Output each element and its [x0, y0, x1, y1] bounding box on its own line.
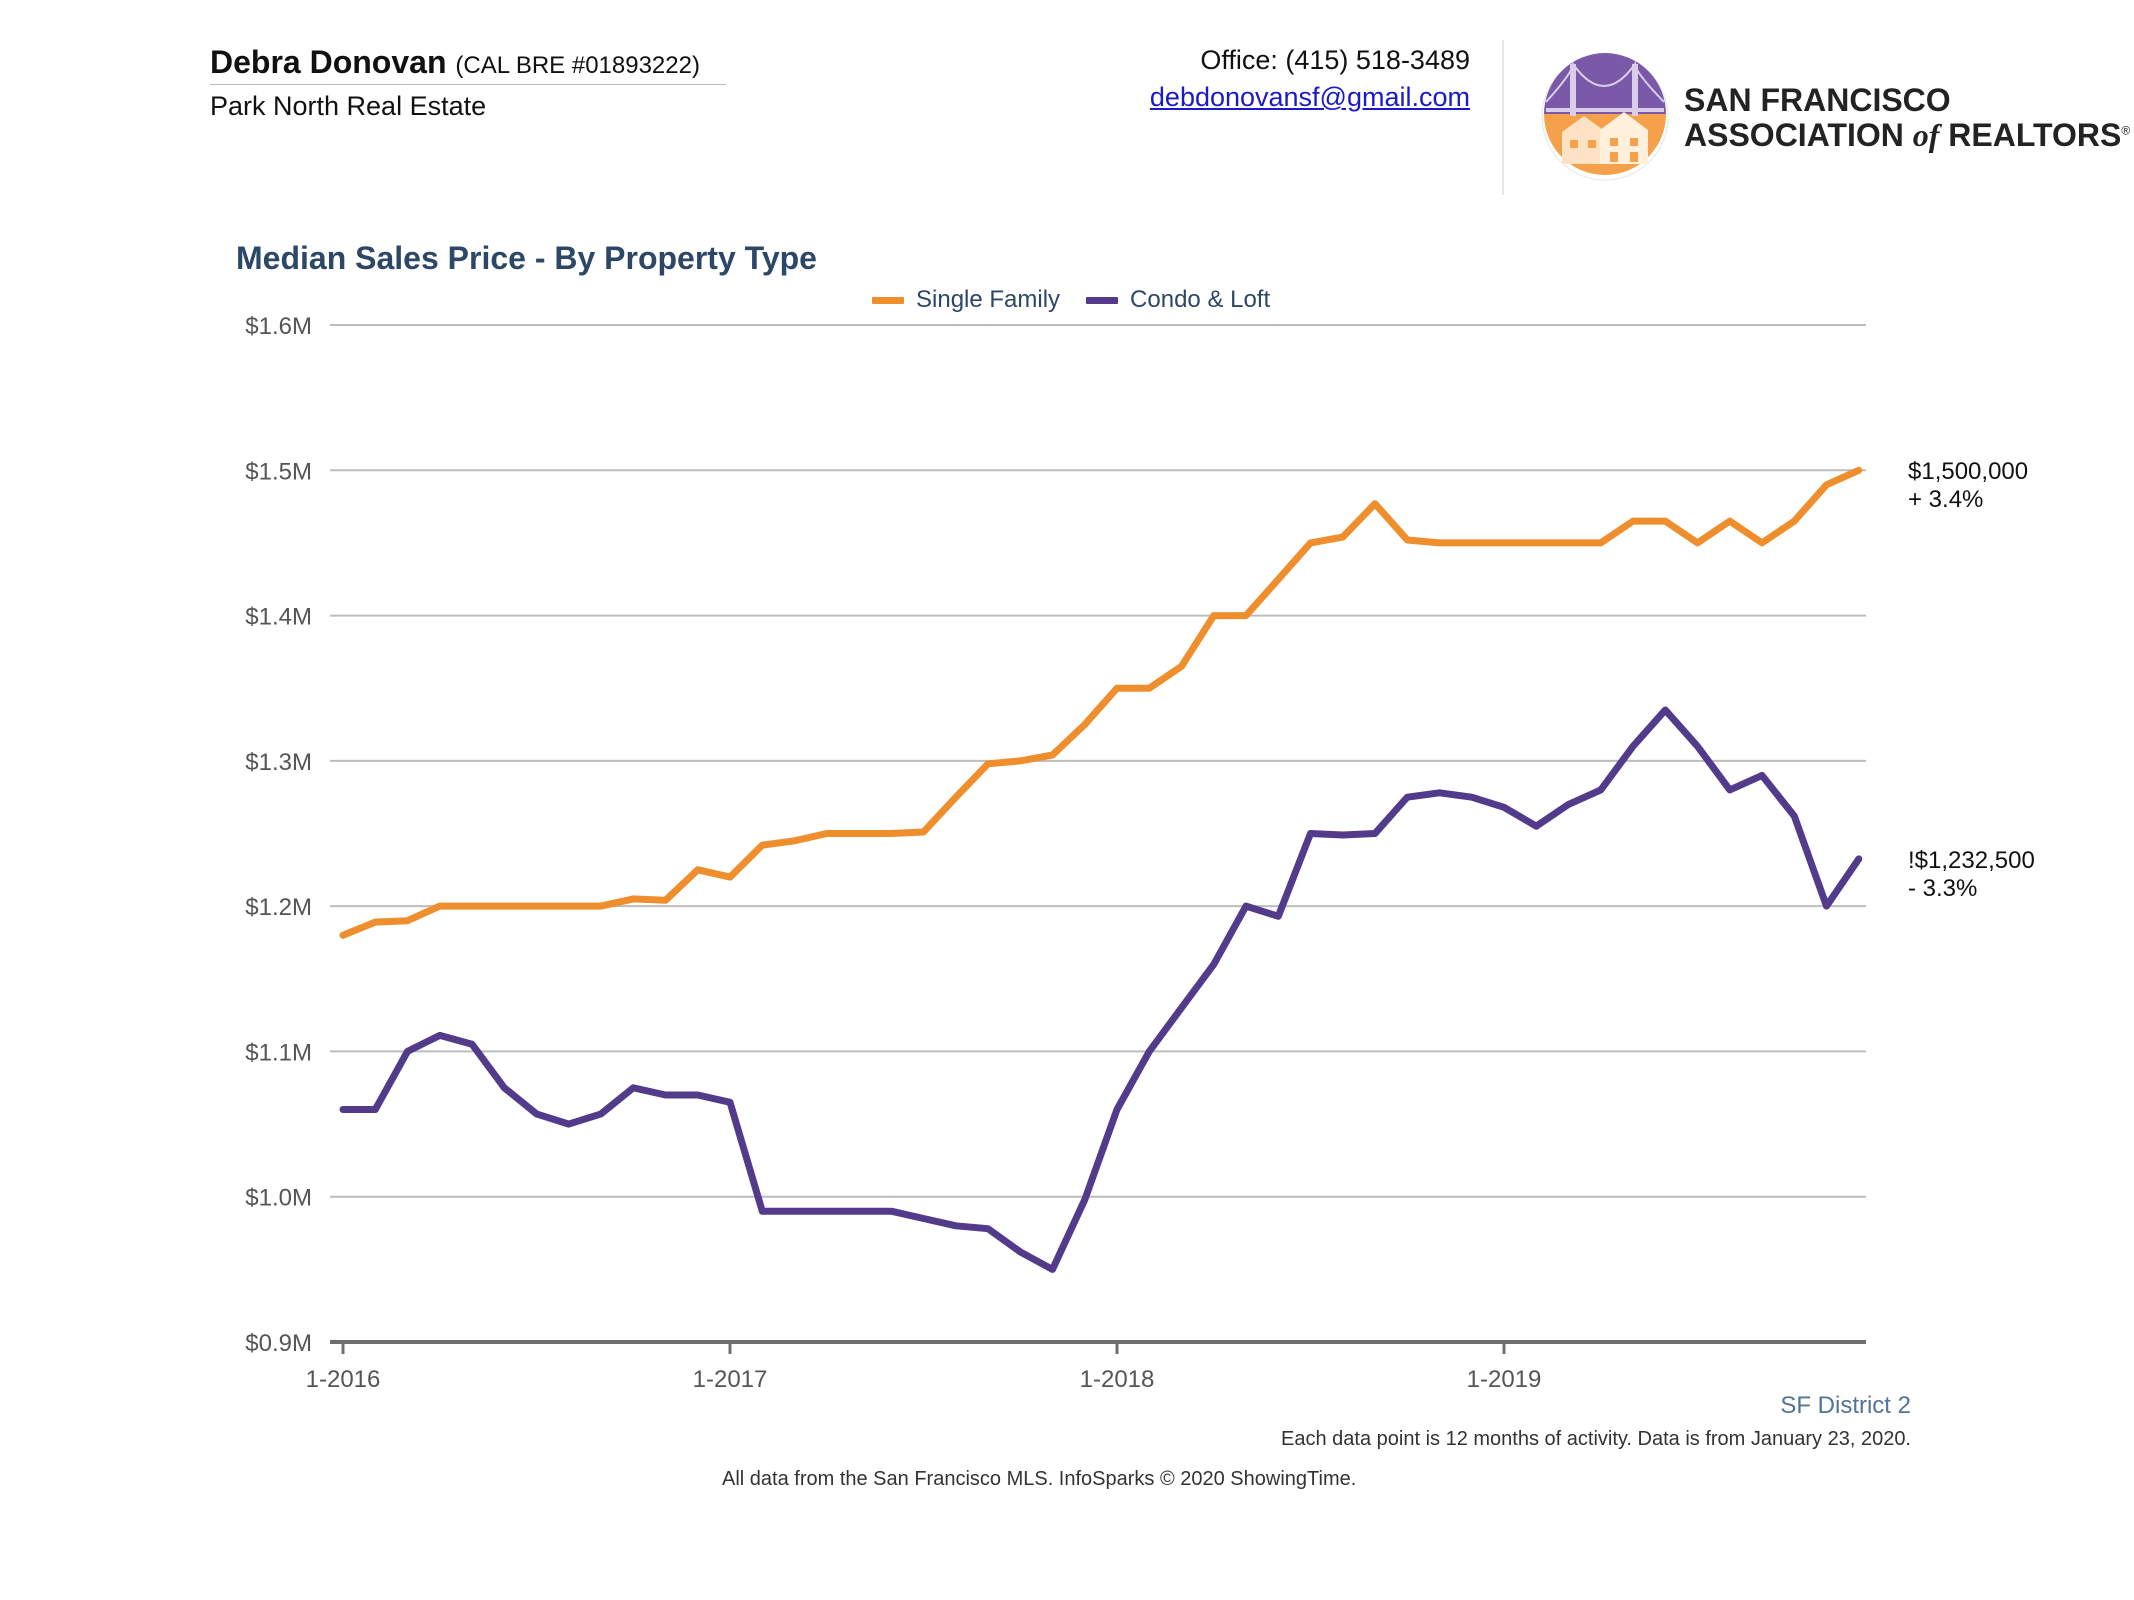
office-phone: Office: (415) 518-3489 [1200, 45, 1470, 75]
series-line-single-family [339, 466, 1863, 939]
end-value-single-family: $1,500,000 [1908, 458, 2029, 486]
agent-name: Debra Donovan (CAL BRE #01893222) [210, 44, 700, 81]
agent-license: (CAL BRE #01893222) [455, 52, 700, 79]
header-vertical-divider [1502, 40, 1504, 195]
x-tick-label: 1-2018 [1080, 1366, 1155, 1393]
association-name-of: of [1912, 117, 1940, 153]
data-source: All data from the San Francisco MLS. Inf… [722, 1468, 1357, 1490]
brokerage-name: Park North Real Estate [210, 91, 487, 121]
registered-mark: ® [2121, 123, 2131, 138]
chart-legend: Single Family Condo & Loft [872, 286, 1296, 314]
email-link[interactable]: debdonovansf@gmail.com [1149, 82, 1470, 112]
end-label-condo-loft: !$1,232,500 - 3.3% [1908, 847, 2035, 903]
x-tick-label: 1-2017 [693, 1366, 768, 1393]
y-tick-label: $1.4M [245, 604, 312, 631]
association-name-realtors: REALTORS [1948, 117, 2122, 153]
legend-label-single-family: Single Family [916, 286, 1061, 313]
agent-name-text: Debra Donovan [210, 44, 447, 80]
header-divider [210, 84, 726, 85]
association-logo-icon [1541, 53, 1669, 181]
chart-title: Median Sales Price - By Property Type [236, 240, 817, 276]
data-note: Each data point is 12 months of activity… [1281, 1428, 1911, 1450]
end-change-single-family: + 3.4% [1908, 486, 1984, 514]
series-line-condo-loft [339, 706, 1863, 1273]
legend-item-single-family: Single Family [872, 286, 1060, 314]
legend-swatch-single-family [872, 296, 904, 304]
y-tick-label: $1.5M [245, 458, 312, 485]
legend-item-condo-loft: Condo & Loft [1086, 286, 1270, 314]
association-name-word: ASSOCIATION [1684, 117, 1904, 153]
x-tick-label: 1-2019 [1467, 1366, 1542, 1393]
x-tick-label: 1-2016 [306, 1366, 381, 1393]
y-tick-label: $1.3M [245, 749, 312, 776]
end-change-condo-loft: - 3.3% [1908, 874, 1978, 902]
y-tick-label: $0.9M [245, 1330, 312, 1357]
end-value-condo-loft: !$1,232,500 [1908, 846, 2035, 874]
legend-swatch-condo-loft [1086, 296, 1119, 304]
y-tick-label: $1.2M [245, 894, 312, 921]
y-tick-label: $1.6M [245, 313, 312, 340]
y-tick-label: $1.1M [245, 1039, 312, 1066]
legend-label-condo-loft: Condo & Loft [1130, 286, 1271, 313]
region-label: SF District 2 [1780, 1392, 1911, 1419]
y-tick-label: $1.0M [245, 1185, 312, 1212]
association-name-line1: SAN FRANCISCO [1684, 82, 1951, 118]
association-name-line2: ASSOCIATION of REALTORS® [1684, 117, 2130, 154]
end-label-single-family: $1,500,000 + 3.4% [1908, 458, 2028, 514]
